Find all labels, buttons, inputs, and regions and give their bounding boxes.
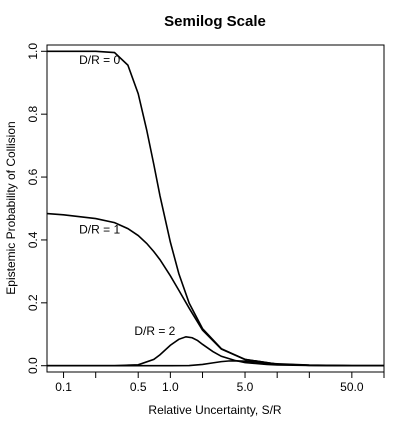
series-line-1 [47, 50, 385, 367]
x-tick-label: 0.1 [55, 380, 72, 394]
y-axis: 0.0 0.2 0.4 0.6 0.8 1.0 [26, 43, 47, 374]
curve-annotation: D/R = 0 [79, 53, 120, 67]
y-tick-label: 0.2 [26, 294, 40, 311]
curve-annotation: D/R = 2 [134, 324, 175, 338]
y-tick-label: 0.0 [26, 357, 40, 374]
annotations: D/R = 0 D/R = 1 D/R = 2 [79, 53, 176, 338]
series-line-3 [47, 335, 385, 367]
curves [46, 50, 385, 367]
y-tick-label: 1.0 [26, 43, 40, 60]
plot-frame [46, 44, 385, 373]
y-tick-label: 0.4 [26, 231, 40, 248]
y-tick-label: 0.8 [26, 106, 40, 123]
x-tick-label: 5.0 [237, 380, 254, 394]
x-tick-label: 1.0 [162, 380, 179, 394]
curve-annotation: D/R = 1 [79, 223, 120, 237]
x-tick-label: 0.5 [130, 380, 147, 394]
x-tick-label: 50.0 [340, 380, 364, 394]
chart-title: Semilog Scale [164, 13, 266, 30]
x-axis-label: Relative Uncertainty, S/R [148, 403, 281, 417]
y-axis-label: Epistemic Probability of Collision [4, 121, 18, 294]
series-line-4 [47, 360, 385, 367]
y-tick-label: 0.6 [26, 168, 40, 185]
x-axis: 0.1 0.5 1.0 5.0 50.0 [55, 372, 385, 394]
